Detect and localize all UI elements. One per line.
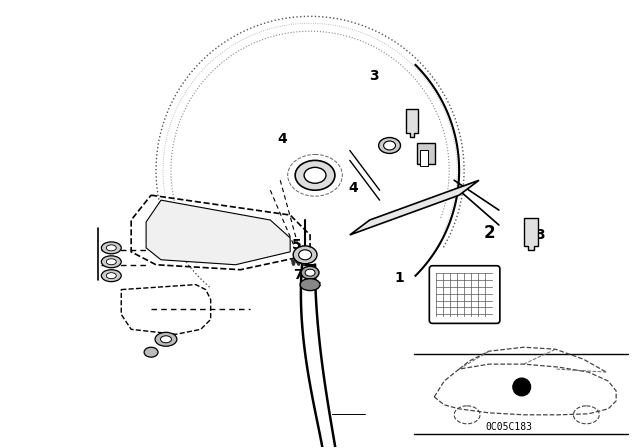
- Ellipse shape: [379, 138, 401, 154]
- Ellipse shape: [161, 336, 172, 343]
- Circle shape: [513, 378, 531, 396]
- Text: 0C05C183: 0C05C183: [485, 422, 532, 432]
- Ellipse shape: [293, 246, 317, 264]
- Ellipse shape: [106, 245, 116, 251]
- Text: 7: 7: [293, 268, 303, 282]
- Polygon shape: [146, 200, 290, 265]
- Ellipse shape: [295, 160, 335, 190]
- Bar: [420, 151, 428, 166]
- Ellipse shape: [301, 266, 319, 279]
- Bar: [417, 142, 435, 164]
- Ellipse shape: [300, 279, 320, 291]
- Polygon shape: [524, 218, 538, 250]
- Ellipse shape: [106, 259, 116, 265]
- Ellipse shape: [101, 242, 121, 254]
- Ellipse shape: [383, 141, 396, 150]
- Ellipse shape: [155, 332, 177, 346]
- Text: 4: 4: [348, 181, 358, 195]
- Ellipse shape: [101, 256, 121, 268]
- Ellipse shape: [106, 273, 116, 279]
- Ellipse shape: [305, 269, 315, 276]
- Ellipse shape: [144, 347, 158, 357]
- Ellipse shape: [304, 168, 326, 183]
- Text: 3: 3: [369, 69, 378, 83]
- Text: 5: 5: [292, 238, 302, 252]
- Polygon shape: [406, 109, 419, 137]
- Polygon shape: [350, 180, 479, 235]
- Text: 4: 4: [277, 132, 287, 146]
- Text: 3: 3: [535, 228, 545, 242]
- Text: 6: 6: [293, 253, 303, 267]
- Ellipse shape: [299, 250, 312, 260]
- Ellipse shape: [101, 270, 121, 282]
- Text: 2: 2: [483, 224, 495, 242]
- Text: 1: 1: [395, 271, 404, 284]
